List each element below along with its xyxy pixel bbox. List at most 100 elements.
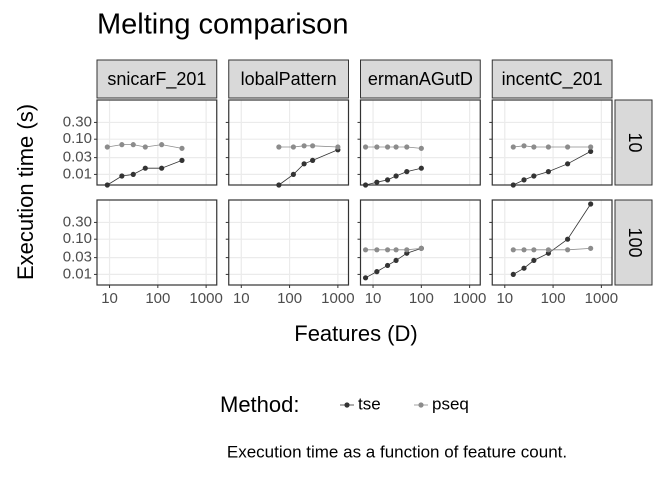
data-point (290, 171, 297, 178)
data-point (545, 169, 551, 175)
panel-border (359, 199, 481, 286)
data-point (104, 144, 110, 150)
panel-border (228, 99, 350, 186)
facet-label: snicarF_201 (107, 69, 206, 90)
data-point (588, 201, 594, 207)
facet-label: 100 (625, 227, 645, 257)
legend-label: tse (358, 394, 381, 413)
data-point (521, 177, 527, 183)
data-point (119, 173, 125, 179)
panel (228, 200, 349, 285)
panel (492, 100, 612, 185)
facet-label: 10 (625, 132, 645, 152)
data-point (159, 165, 165, 171)
data-point (404, 169, 410, 175)
data-point (588, 144, 594, 150)
data-point (393, 144, 399, 150)
panel-border (491, 99, 613, 186)
data-point (384, 247, 391, 253)
chart-title: Melting comparison (97, 9, 348, 41)
y-axis-title: Execution time (s) (13, 104, 38, 280)
data-point (362, 275, 369, 281)
data-point (310, 157, 316, 163)
data-point (142, 165, 148, 171)
x-tick-label: 1000 (585, 290, 618, 307)
x-tick-label: 1000 (321, 290, 354, 307)
x-tick-label: 100 (409, 290, 434, 307)
data-point (404, 144, 410, 150)
data-point (335, 144, 341, 150)
facet-strip (96, 59, 218, 99)
data-point (545, 247, 551, 253)
x-tick-label: 1000 (453, 290, 486, 307)
panel (97, 100, 217, 185)
data-point (565, 161, 571, 167)
x-axis-title: Features (D) (294, 321, 417, 346)
data-point (565, 236, 571, 242)
data-point (130, 142, 136, 148)
data-point (510, 247, 516, 253)
data-point (384, 144, 391, 150)
data-point (545, 144, 551, 150)
facet-strip (360, 59, 481, 99)
y-tick-label: 0.01 (63, 165, 92, 182)
data-point (565, 144, 571, 150)
data-point (521, 265, 527, 271)
data-point (362, 144, 369, 150)
y-tick-label: 0.30 (63, 113, 92, 130)
data-point (374, 269, 380, 275)
y-tick-label: 0.30 (63, 213, 92, 230)
y-tick-label: 0.03 (63, 149, 92, 166)
facet-label: incentC_201 (502, 69, 603, 90)
panel-border (96, 99, 218, 186)
x-tick-label: 10 (365, 290, 382, 307)
x-tick-label: 10 (101, 290, 118, 307)
data-point (521, 143, 527, 149)
facet-strip (614, 199, 653, 286)
data-point (510, 144, 516, 150)
data-point (301, 161, 307, 167)
facet-strip (228, 59, 349, 99)
legend-title: Method: (220, 392, 300, 417)
data-point (159, 142, 165, 148)
data-point (276, 182, 282, 188)
data-point (531, 247, 537, 253)
data-point (362, 182, 369, 188)
data-point (531, 144, 537, 150)
data-point (588, 148, 594, 155)
data-point (565, 247, 571, 253)
facet-label: lobalPattern (241, 69, 337, 89)
caption: Execution time as a function of feature … (227, 442, 567, 461)
y-tick-label: 0.10 (63, 130, 92, 147)
legend-label: pseq (432, 394, 469, 413)
data-point (142, 144, 148, 150)
data-point (531, 173, 537, 179)
data-point (588, 245, 594, 251)
y-tick-label: 0.03 (63, 249, 92, 266)
panel-border (96, 199, 218, 286)
data-point (393, 257, 399, 263)
data-point (393, 173, 399, 179)
data-point (179, 157, 185, 163)
panel-border (228, 199, 350, 286)
data-point (418, 145, 424, 151)
data-point (510, 182, 516, 188)
data-point (384, 262, 391, 269)
data-point (374, 247, 380, 253)
facet-strip (491, 59, 613, 99)
panel-border (491, 199, 613, 286)
data-point (531, 257, 537, 263)
panel (360, 200, 481, 285)
x-tick-label: 100 (145, 290, 170, 307)
data-point (374, 144, 380, 150)
data-point (510, 271, 516, 278)
y-tick-label: 0.01 (63, 265, 92, 282)
y-tick-label: 0.10 (63, 230, 92, 247)
x-tick-label: 10 (496, 290, 513, 307)
panel-border (359, 99, 481, 186)
data-point (521, 247, 527, 253)
legend-key (418, 402, 424, 408)
data-point (404, 247, 410, 253)
data-point (384, 177, 391, 183)
